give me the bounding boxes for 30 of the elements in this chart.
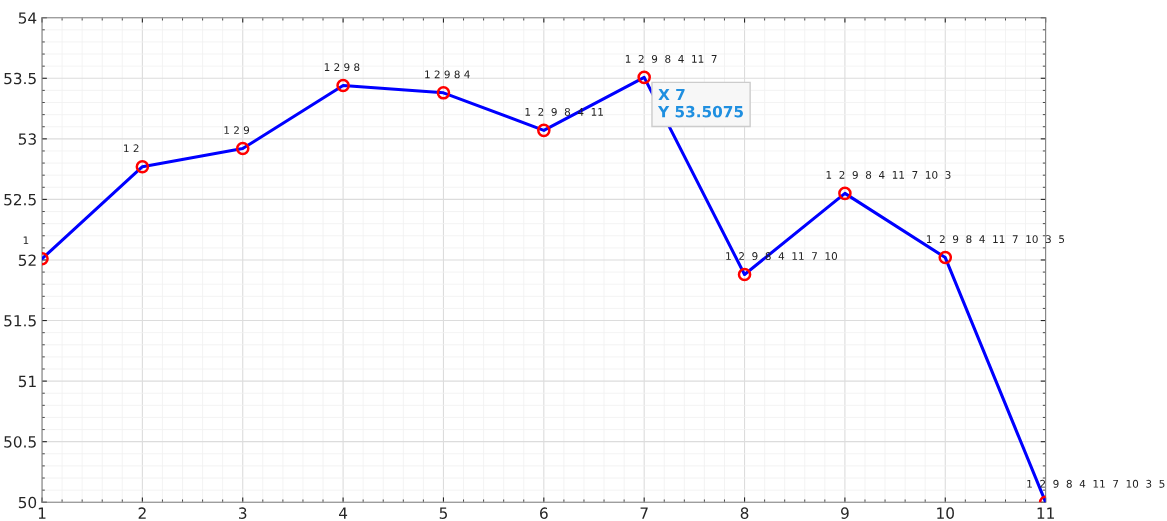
x-tick-label: 6 [540, 507, 548, 519]
x-tick-label: 9 [841, 507, 849, 519]
x-tick-label: 5 [439, 507, 447, 519]
x-tick-label: 4 [338, 507, 348, 519]
annotation: 1 2 9 8 4 11 7 10 3 5 [1027, 479, 1165, 488]
y-tick-label: 54 [18, 12, 37, 24]
y-tick-label: 51.5 [4, 315, 36, 327]
y-tick-label: 52 [18, 254, 36, 266]
y-tick-label: 53.5 [4, 72, 36, 85]
annotation: X 7 Y 53.5075 [657, 88, 743, 118]
y-tick-label: 53 [18, 133, 36, 145]
annotation: 1 2 9 8 [324, 63, 360, 72]
annotation: 1 2 9 [224, 126, 250, 135]
annotation: 1 2 9 8 4 [425, 70, 470, 79]
x-tick-label: 11 [1037, 507, 1054, 519]
annotation: 1 2 [124, 144, 139, 153]
x-tick-label: 1 [38, 507, 46, 519]
y-tick-label: 50 [18, 496, 37, 509]
annotation: 1 2 9 8 4 11 7 [625, 54, 717, 63]
annotation: 1 2 9 8 4 11 7 10 3 5 [926, 235, 1065, 244]
annotation: 1 [23, 236, 29, 245]
x-tick-label: 10 [937, 507, 954, 519]
x-tick-label: 3 [239, 507, 247, 519]
y-tick-label: 50.5 [4, 436, 36, 448]
x-tick-label: 8 [740, 507, 749, 519]
y-tick-label: 51 [18, 375, 36, 388]
x-tick-label: 2 [138, 507, 146, 519]
y-tick-label: 52.5 [4, 193, 36, 206]
x-tick-label: 7 [640, 507, 648, 519]
annotation: 1 2 9 8 4 11 7 10 3 [826, 170, 951, 179]
